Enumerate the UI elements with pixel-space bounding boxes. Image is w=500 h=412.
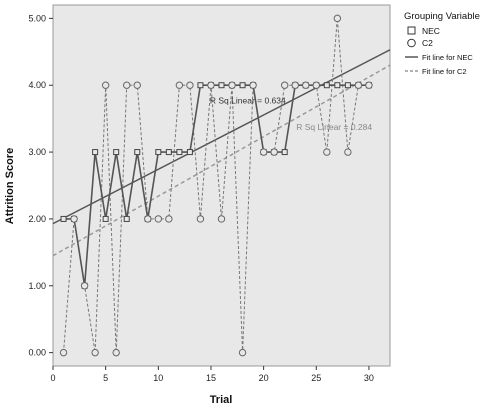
y-tick-label: 5.00 bbox=[28, 13, 46, 23]
x-tick-label: 30 bbox=[364, 373, 374, 383]
point-c2 bbox=[365, 81, 373, 89]
point-nec bbox=[281, 149, 288, 156]
point-nec bbox=[155, 149, 162, 156]
y-tick-label: 4.00 bbox=[28, 80, 46, 90]
legend-label-fit-c2: Fit line for C2 bbox=[422, 67, 467, 76]
y-axis-title: Attrition Score bbox=[4, 148, 16, 224]
x-tick-label: 0 bbox=[50, 373, 55, 383]
legend-marker-c2-circle-icon bbox=[407, 38, 416, 48]
point-nec bbox=[113, 149, 120, 156]
point-nec bbox=[344, 82, 351, 89]
plot-area bbox=[52, 4, 391, 367]
point-c2 bbox=[175, 81, 184, 89]
point-c2 bbox=[323, 148, 331, 156]
point-c2 bbox=[101, 81, 110, 89]
point-nec bbox=[123, 215, 130, 222]
point-c2 bbox=[154, 215, 163, 223]
point-nec bbox=[218, 82, 225, 89]
annotations-group: R Sq Linear = 0.634 R Sq Linear = 0.284 bbox=[210, 95, 372, 132]
point-nec bbox=[134, 149, 141, 156]
r-squared-label-c2: R Sq Linear = 0.284 bbox=[296, 122, 372, 132]
point-nec bbox=[239, 82, 246, 89]
legend-title: Grouping Variable bbox=[404, 11, 480, 22]
point-c2 bbox=[112, 348, 120, 357]
point-nec bbox=[197, 82, 204, 89]
point-c2 bbox=[165, 215, 173, 223]
point-c2 bbox=[123, 81, 131, 89]
fit-line-c2 bbox=[52, 64, 391, 257]
y-tick-label: 0.00 bbox=[28, 348, 46, 358]
y-tick-label: 3.00 bbox=[28, 147, 46, 157]
point-c2 bbox=[354, 81, 363, 89]
point-c2 bbox=[144, 215, 152, 223]
series-line-c2 bbox=[63, 18, 369, 353]
point-c2 bbox=[133, 81, 141, 89]
point-c2 bbox=[238, 348, 247, 357]
x-tick-label: 15 bbox=[206, 373, 216, 383]
point-nec bbox=[102, 215, 109, 222]
point-c2 bbox=[259, 148, 268, 156]
x-tick-label: 10 bbox=[153, 373, 163, 383]
point-nec bbox=[165, 149, 172, 156]
point-c2 bbox=[207, 81, 215, 89]
point-c2 bbox=[291, 81, 299, 89]
point-c2 bbox=[59, 348, 68, 357]
x-tick-label: 20 bbox=[259, 373, 269, 383]
point-c2 bbox=[344, 148, 352, 156]
legend-label-c2: C2 bbox=[422, 38, 433, 48]
x-tick-label: 5 bbox=[103, 373, 108, 383]
point-c2 bbox=[302, 81, 310, 89]
point-c2 bbox=[270, 148, 278, 156]
point-c2 bbox=[91, 348, 99, 357]
legend-label-nec: NEC bbox=[422, 26, 440, 36]
x-axis-title: Trial bbox=[210, 394, 233, 406]
point-nec bbox=[323, 82, 330, 89]
legend: Grouping Variable NEC C2 Fit line for NE… bbox=[404, 11, 480, 76]
markers-group bbox=[59, 14, 373, 357]
y-tick-label: 2.00 bbox=[28, 214, 46, 224]
y-tick-label: 1.00 bbox=[28, 281, 46, 291]
point-nec bbox=[334, 82, 341, 89]
axes-group: 0 5 10 15 20 25 30 0.00 1.00 2.00 3.00 4.00 5.00 bbox=[28, 13, 373, 383]
point-c2 bbox=[249, 81, 257, 89]
point-c2 bbox=[70, 215, 78, 223]
point-c2 bbox=[80, 282, 89, 290]
point-c2 bbox=[186, 81, 194, 89]
point-c2 bbox=[333, 14, 342, 23]
r-squared-label-nec: R Sq Linear = 0.634 bbox=[210, 95, 286, 105]
point-nec bbox=[176, 149, 183, 156]
point-c2 bbox=[228, 81, 236, 89]
point-c2 bbox=[280, 81, 289, 89]
point-nec bbox=[60, 215, 67, 222]
point-c2 bbox=[196, 215, 205, 223]
point-c2 bbox=[217, 215, 226, 223]
point-nec bbox=[92, 149, 99, 156]
point-nec bbox=[186, 149, 193, 156]
x-tick-label: 25 bbox=[311, 373, 321, 383]
legend-marker-nec-square-icon bbox=[407, 26, 416, 35]
point-c2 bbox=[312, 81, 320, 89]
legend-label-fit-nec: Fit line for NEC bbox=[422, 53, 473, 62]
